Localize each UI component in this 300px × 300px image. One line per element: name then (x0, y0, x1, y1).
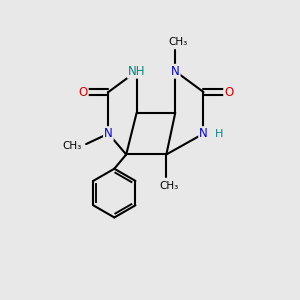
Text: CH₃: CH₃ (168, 37, 187, 47)
Text: H: H (215, 129, 223, 139)
Text: CH₃: CH₃ (159, 181, 178, 191)
Text: O: O (224, 85, 233, 98)
Text: CH₃: CH₃ (62, 141, 82, 152)
Text: O: O (79, 85, 88, 98)
Text: N: N (104, 127, 113, 140)
Text: N: N (171, 65, 180, 78)
Text: NH: NH (128, 65, 146, 78)
Text: N: N (199, 127, 208, 140)
